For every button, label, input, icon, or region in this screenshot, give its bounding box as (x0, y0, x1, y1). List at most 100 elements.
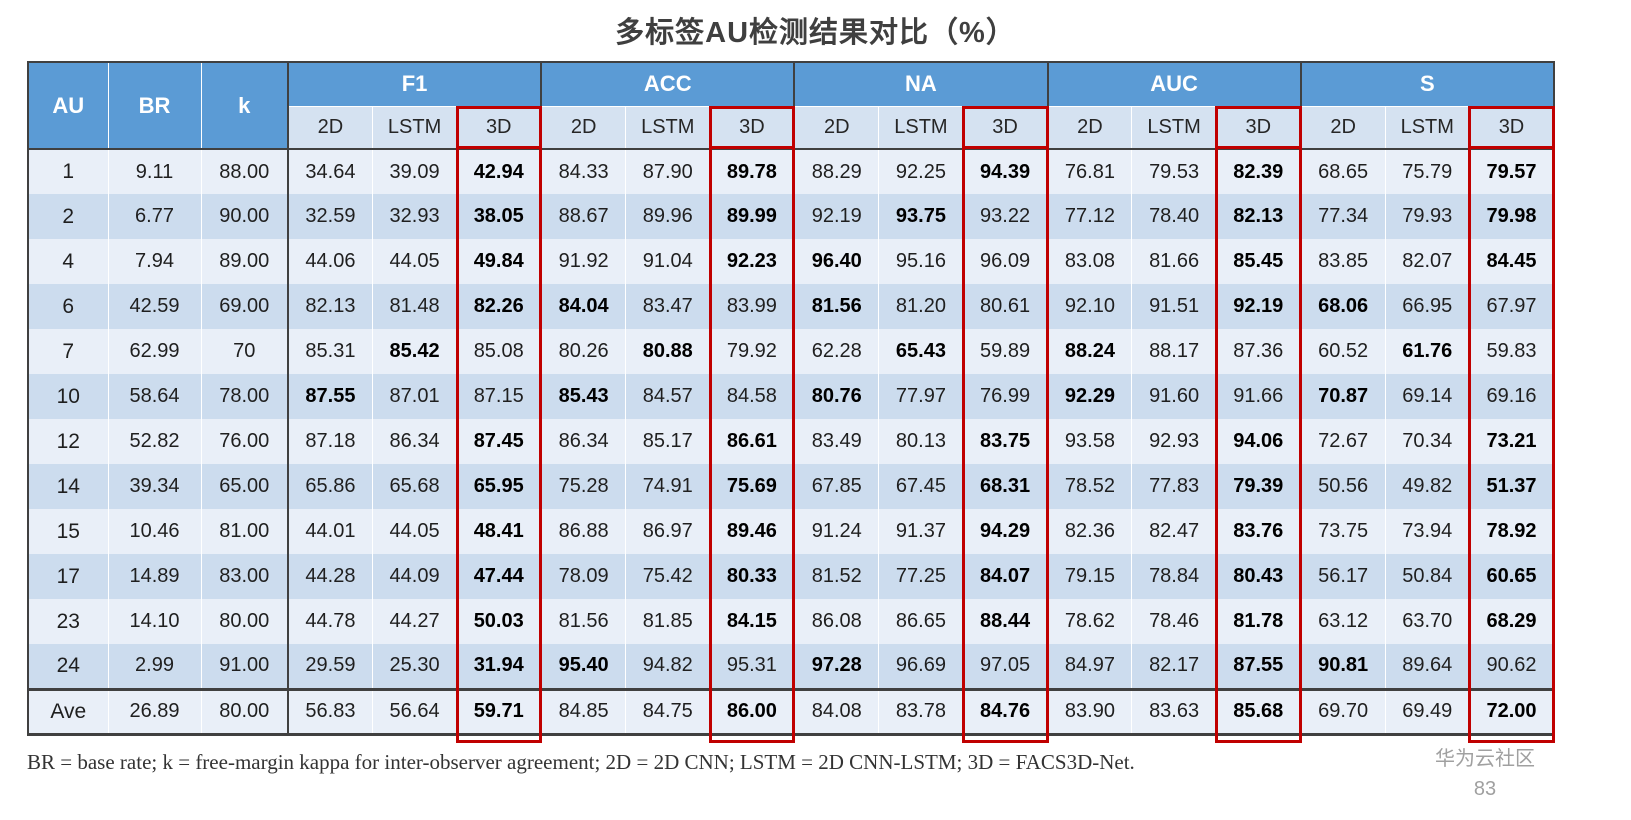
cell-br: 26.89 (108, 687, 202, 734)
cell-f1-2d: 44.01 (286, 509, 373, 554)
cell-br: 7.94 (108, 239, 202, 284)
cell-au: Ave (28, 687, 109, 734)
cell-f1-lstm: 39.09 (372, 149, 458, 194)
cell-auc-2d: 82.36 (1046, 509, 1133, 554)
group-header-auc: AUC (1046, 62, 1302, 107)
table-body: 1 9.11 88.00 34.64 39.09 42.94 84.33 87.90 89.78… (28, 149, 1555, 734)
method-header-s-lstm: LSTM (1385, 106, 1470, 150)
cell-auc-2d: 83.90 (1046, 687, 1133, 734)
cell-k: 80.00 (201, 599, 289, 644)
cell-f1-2d: 82.13 (286, 284, 373, 329)
cell-br: 58.64 (108, 374, 202, 419)
table-head: AU BR k F1 ACC NA AUC S 2D LSTM 3D 2D LSTM 3D 2D LSTM 3D… (28, 62, 1555, 150)
cell-na-lstm: 96.69 (878, 644, 964, 689)
cell-s-2d: 83.85 (1299, 239, 1386, 284)
cell-auc-3d: 82.13 (1216, 194, 1302, 239)
cell-auc-3d: 85.45 (1216, 239, 1302, 284)
cell-na-lstm: 80.13 (878, 419, 964, 464)
cell-s-lstm: 82.07 (1385, 239, 1470, 284)
cell-acc-2d: 84.85 (540, 687, 627, 734)
cell-auc-lstm: 91.51 (1131, 284, 1217, 329)
cell-f1-2d: 87.18 (286, 419, 373, 464)
cell-br: 10.46 (108, 509, 202, 554)
cell-f1-3d: 87.15 (456, 374, 542, 419)
method-header-acc-3d: 3D (709, 106, 795, 150)
cell-acc-2d: 86.88 (540, 509, 627, 554)
cell-acc-lstm: 84.75 (625, 687, 711, 734)
cell-br: 9.11 (108, 149, 202, 194)
table-row-au-24: 24 2.99 91.00 29.59 25.30 31.94 95.40 94.82 95.3… (28, 644, 1555, 689)
cell-acc-2d: 91.92 (540, 239, 627, 284)
cell-s-lstm: 69.14 (1385, 374, 1470, 419)
table-row-au-ave: Ave 26.89 80.00 56.83 56.64 59.71 84.85 84.75 86… (28, 687, 1555, 734)
cell-acc-3d: 80.33 (709, 554, 795, 599)
cell-auc-lstm: 83.63 (1131, 687, 1217, 734)
cell-br: 14.10 (108, 599, 202, 644)
group-header-s: S (1299, 62, 1555, 107)
cell-auc-3d: 79.39 (1216, 464, 1302, 509)
method-header-f1-3d: 3D (456, 106, 542, 150)
cell-s-lstm: 61.76 (1385, 329, 1470, 374)
method-header-s-2d: 2D (1299, 106, 1386, 150)
cell-s-2d: 77.34 (1299, 194, 1386, 239)
cell-s-3d: 59.83 (1469, 329, 1555, 374)
cell-f1-2d: 44.78 (286, 599, 373, 644)
cell-s-2d: 68.06 (1299, 284, 1386, 329)
cell-na-3d: 94.29 (963, 509, 1049, 554)
cell-s-2d: 68.65 (1299, 149, 1386, 194)
cell-auc-2d: 77.12 (1046, 194, 1133, 239)
cell-na-3d: 80.61 (963, 284, 1049, 329)
cell-f1-lstm: 32.93 (372, 194, 458, 239)
col-header-au: AU (28, 62, 109, 150)
cell-auc-2d: 84.97 (1046, 644, 1133, 689)
cell-na-3d: 83.75 (963, 419, 1049, 464)
cell-auc-3d: 91.66 (1216, 374, 1302, 419)
cell-k: 81.00 (201, 509, 289, 554)
table-row-au-7: 7 62.99 70 85.31 85.42 85.08 80.26 80.88 79.92 62… (28, 329, 1555, 374)
cell-s-lstm: 89.64 (1385, 644, 1470, 689)
cell-na-lstm: 81.20 (878, 284, 964, 329)
cell-s-lstm: 63.70 (1385, 599, 1470, 644)
cell-auc-3d: 92.19 (1216, 284, 1302, 329)
cell-s-lstm: 69.49 (1385, 687, 1470, 734)
cell-auc-3d: 80.43 (1216, 554, 1302, 599)
cell-f1-lstm: 44.27 (372, 599, 458, 644)
method-header-auc-2d: 2D (1046, 106, 1133, 150)
cell-f1-3d: 50.03 (456, 599, 542, 644)
cell-br: 62.99 (108, 329, 202, 374)
table-row-au-1: 1 9.11 88.00 34.64 39.09 42.94 84.33 87.90 89.78… (28, 149, 1555, 194)
cell-f1-2d: 29.59 (286, 644, 373, 689)
cell-acc-3d: 89.46 (709, 509, 795, 554)
cell-auc-3d: 85.68 (1216, 687, 1302, 734)
cell-f1-lstm: 25.30 (372, 644, 458, 689)
method-header-f1-2d: 2D (286, 106, 373, 150)
cell-acc-2d: 84.04 (540, 284, 627, 329)
cell-s-lstm: 79.93 (1385, 194, 1470, 239)
cell-auc-2d: 76.81 (1046, 149, 1133, 194)
cell-au: 2 (28, 194, 109, 239)
cell-na-3d: 93.22 (963, 194, 1049, 239)
cell-auc-lstm: 77.83 (1131, 464, 1217, 509)
cell-na-2d: 92.19 (793, 194, 880, 239)
cell-na-lstm: 92.25 (878, 149, 964, 194)
cell-s-lstm: 75.79 (1385, 149, 1470, 194)
method-header-f1-lstm: LSTM (372, 106, 458, 150)
cell-acc-3d: 89.78 (709, 149, 795, 194)
cell-s-2d: 63.12 (1299, 599, 1386, 644)
cell-acc-3d: 79.92 (709, 329, 795, 374)
cell-f1-lstm: 87.01 (372, 374, 458, 419)
cell-acc-3d: 75.69 (709, 464, 795, 509)
cell-f1-3d: 48.41 (456, 509, 542, 554)
cell-auc-3d: 87.55 (1216, 644, 1302, 689)
cell-s-3d: 51.37 (1469, 464, 1555, 509)
cell-f1-2d: 34.64 (286, 149, 373, 194)
cell-f1-3d: 85.08 (456, 329, 542, 374)
cell-br: 52.82 (108, 419, 202, 464)
cell-acc-3d: 92.23 (709, 239, 795, 284)
table-row-au-4: 4 7.94 89.00 44.06 44.05 49.84 91.92 91.04 92.23… (28, 239, 1555, 284)
cell-k: 91.00 (201, 644, 289, 689)
cell-f1-3d: 49.84 (456, 239, 542, 284)
cell-acc-3d: 86.00 (709, 687, 795, 734)
cell-k: 83.00 (201, 554, 289, 599)
cell-f1-2d: 44.06 (286, 239, 373, 284)
